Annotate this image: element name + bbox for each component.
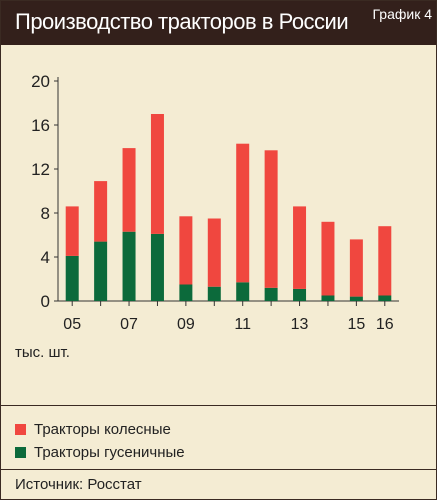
bar-wheeled-13 bbox=[293, 206, 307, 289]
bar-tracked-16 bbox=[378, 295, 392, 301]
bar-tracked-12 bbox=[264, 287, 278, 301]
x-tick-label: 07 bbox=[120, 316, 138, 333]
x-tick-label: 15 bbox=[347, 316, 365, 333]
bar-tracked-07 bbox=[122, 231, 136, 301]
legend-label-tracked: Тракторы гусеничные bbox=[34, 444, 185, 461]
bar-tracked-10 bbox=[207, 286, 221, 301]
chart-title: Производство тракторов в России bbox=[15, 9, 349, 34]
legend-item-wheeled: Тракторы колесные bbox=[15, 421, 171, 438]
x-tick-label: 11 bbox=[234, 316, 251, 333]
legend-item-tracked: Тракторы гусеничные bbox=[15, 444, 185, 461]
bar-wheeled-12 bbox=[264, 150, 278, 288]
x-tick-label: 05 bbox=[63, 316, 81, 333]
legend-divider-bottom bbox=[1, 469, 436, 470]
y-tick-label: 0 bbox=[41, 292, 50, 311]
legend-divider-top bbox=[1, 405, 436, 406]
source-note: Источник: Росстат bbox=[15, 476, 142, 493]
bar-tracked-13 bbox=[293, 288, 307, 301]
y-tick-label: 8 bbox=[41, 204, 50, 223]
chart-number-badge: График 4 bbox=[372, 6, 432, 22]
bar-tracked-06 bbox=[94, 241, 108, 301]
bar-wheeled-11 bbox=[236, 143, 250, 283]
bar-wheeled-06 bbox=[94, 181, 108, 242]
y-tick-label: 20 bbox=[31, 72, 50, 91]
bar-wheeled-09 bbox=[179, 216, 193, 285]
x-tick-label: 13 bbox=[291, 316, 309, 333]
bar-wheeled-08 bbox=[150, 114, 164, 234]
bar-wheeled-10 bbox=[207, 218, 221, 287]
x-tick-label: 16 bbox=[376, 316, 394, 333]
bar-wheeled-14 bbox=[321, 221, 335, 296]
y-tick-label: 12 bbox=[31, 160, 50, 179]
unit-label: тыс. шт. bbox=[15, 344, 70, 361]
chart-header: Производство тракторов в России График 4 bbox=[1, 1, 436, 45]
bar-wheeled-16 bbox=[378, 226, 392, 296]
bar-tracked-11 bbox=[236, 282, 250, 301]
bar-wheeled-05 bbox=[65, 206, 79, 256]
legend-swatch-wheeled bbox=[15, 424, 26, 435]
bar-tracked-14 bbox=[321, 295, 335, 301]
bar-tracked-05 bbox=[65, 255, 79, 301]
y-tick-label: 4 bbox=[41, 248, 50, 267]
bar-tracked-15 bbox=[349, 296, 363, 301]
y-tick-label: 16 bbox=[31, 116, 50, 135]
legend-label-wheeled: Тракторы колесные bbox=[34, 421, 171, 438]
bar-wheeled-15 bbox=[349, 239, 363, 297]
legend-swatch-tracked bbox=[15, 447, 26, 458]
bar-chart: 0 4 8 12 16 20 05 07 09 11 13 15 16 bbox=[31, 72, 399, 333]
bar-tracked-08 bbox=[150, 233, 164, 301]
bar-wheeled-07 bbox=[122, 148, 136, 232]
bar-tracked-09 bbox=[179, 284, 193, 301]
x-tick-label: 09 bbox=[177, 316, 195, 333]
